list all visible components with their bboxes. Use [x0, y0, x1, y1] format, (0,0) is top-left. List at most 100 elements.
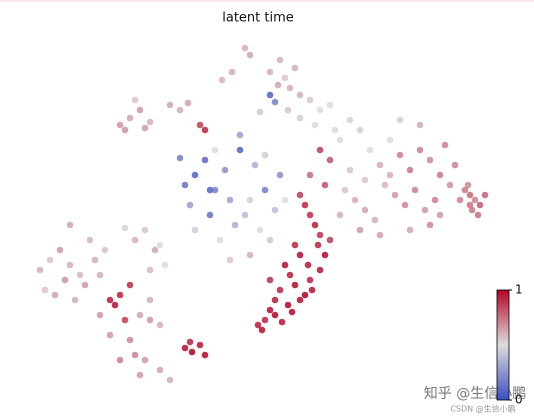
point [116, 356, 124, 364]
point [341, 186, 349, 194]
point [91, 256, 99, 264]
point [291, 64, 299, 72]
point [446, 181, 454, 189]
point [116, 121, 124, 129]
point [241, 44, 249, 52]
point [336, 136, 344, 144]
point [141, 226, 149, 234]
point [201, 126, 209, 134]
point [116, 291, 124, 299]
point [456, 196, 464, 204]
point [281, 74, 289, 82]
point [184, 99, 192, 107]
point [131, 96, 139, 104]
point [271, 311, 279, 319]
point [361, 176, 369, 184]
point [228, 68, 236, 76]
point [336, 211, 344, 219]
point [466, 191, 474, 199]
point [356, 126, 364, 134]
point [196, 341, 204, 349]
point [468, 206, 476, 214]
point [274, 81, 282, 89]
point [266, 306, 274, 314]
point [126, 336, 134, 344]
point [308, 286, 316, 294]
point [276, 171, 284, 179]
point [146, 296, 154, 304]
point [261, 186, 269, 194]
point [136, 106, 144, 114]
point [421, 206, 429, 214]
point [326, 101, 334, 109]
point [281, 261, 289, 269]
point [316, 266, 324, 274]
chart-title: latent time [222, 11, 294, 26]
point [291, 281, 299, 289]
watermark: 知乎 @生信小鹏 [424, 385, 526, 402]
point [206, 211, 214, 219]
point [386, 136, 394, 144]
point [266, 91, 274, 99]
point [141, 124, 149, 132]
point [196, 121, 204, 129]
point [436, 211, 444, 219]
point [416, 121, 424, 129]
point [306, 211, 314, 219]
point [306, 96, 314, 104]
point [301, 291, 309, 299]
point [236, 146, 244, 154]
point [201, 351, 209, 359]
point [316, 106, 324, 114]
point [186, 201, 194, 209]
point [191, 171, 199, 179]
point [266, 276, 274, 284]
point [46, 256, 54, 264]
point [346, 116, 354, 124]
point [126, 281, 134, 289]
point [241, 211, 249, 219]
point [314, 241, 322, 249]
point [146, 316, 154, 324]
point [258, 326, 266, 334]
point [471, 196, 479, 204]
point [56, 246, 64, 254]
point [41, 286, 49, 294]
point [311, 221, 319, 229]
point [216, 236, 224, 244]
point [254, 321, 262, 329]
point [326, 236, 334, 244]
point [121, 126, 129, 134]
point [296, 251, 304, 259]
point [261, 151, 269, 159]
point [451, 161, 459, 169]
point [316, 231, 324, 239]
point [136, 311, 144, 319]
point [136, 371, 144, 379]
point [61, 276, 69, 284]
point [351, 196, 359, 204]
point [256, 226, 264, 234]
point [406, 226, 414, 234]
point [284, 301, 292, 309]
point [271, 296, 279, 304]
point [464, 181, 472, 189]
point [156, 241, 164, 249]
point [381, 181, 389, 189]
point [266, 236, 274, 244]
point [301, 201, 309, 209]
point [146, 118, 154, 126]
point [191, 226, 199, 234]
point [96, 271, 104, 279]
points [36, 44, 489, 384]
point [326, 156, 334, 164]
point [181, 181, 189, 189]
point [474, 211, 482, 219]
point [161, 261, 169, 269]
point [304, 261, 312, 269]
point [106, 331, 114, 339]
point [346, 166, 354, 174]
point [416, 146, 424, 154]
point [221, 166, 229, 174]
